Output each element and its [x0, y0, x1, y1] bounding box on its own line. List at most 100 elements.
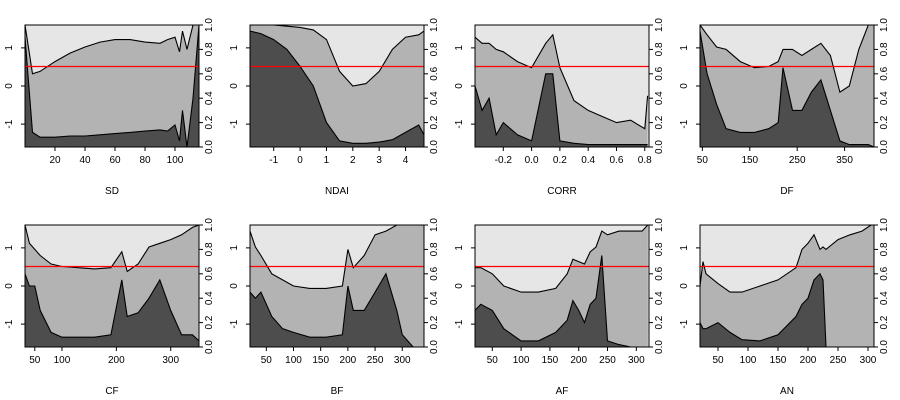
right-tick-label: 0.6: [204, 266, 215, 280]
middle-area: [25, 25, 199, 147]
right-tick-label: 0.8: [429, 242, 440, 256]
left-tick-label: 0: [4, 283, 15, 289]
lower-area: [25, 25, 199, 147]
left-tick-label: 1: [454, 45, 465, 51]
panel-an: 50 100 150 200 250 300 AN -1 0 1 0.0 0.2 0.4 0.6 0.8 1.…: [679, 218, 890, 397]
x-axis-label: AN: [780, 386, 794, 397]
right-tick-label: 1.0: [879, 18, 890, 32]
right-tick-label: 0.2: [204, 315, 215, 329]
x-tick-label: 100: [285, 355, 302, 366]
left-tick-label: -1: [679, 319, 690, 328]
right-tick-label: 0.0: [204, 140, 215, 154]
x-tick-label: 300: [860, 355, 877, 366]
middle-area: [475, 34, 648, 147]
right-tick-label: 0.6: [879, 266, 890, 280]
right-tick-label: 0.8: [879, 42, 890, 56]
left-tick-label: 1: [4, 245, 15, 251]
x-tick-label: 200: [340, 355, 357, 366]
panel-df: 50 150 250 350 DF -1 0 1 0.0 0.2 0.4 0.6 0.8 1.0: [679, 18, 890, 197]
right-tick-label: 0.4: [429, 291, 440, 305]
panel-cf: 50 100 200 300 CF -1 0 1 0.0 0.2 0.4 0.6 0.8 1.0: [4, 218, 215, 397]
upper-curve: [24, 24, 199, 75]
right-tick-label: 0.8: [879, 242, 890, 256]
right-tick-label: 1.0: [654, 218, 665, 232]
left-tick-label: -1: [229, 119, 240, 128]
lower-curve: [474, 255, 648, 348]
x-tick-label: 0.8: [638, 155, 652, 166]
lower-area: [250, 31, 424, 148]
right-tick-label: 0.0: [429, 340, 440, 354]
right-tick-label: 0.0: [429, 140, 440, 154]
x-tick-label: 50: [261, 355, 273, 366]
right-tick-label: 0.2: [204, 115, 215, 129]
x-tick-label: 150: [542, 355, 559, 366]
x-tick-label: 60: [109, 155, 121, 166]
lower-area: [475, 73, 648, 147]
x-tick-label: 300: [628, 355, 645, 366]
x-tick-label: 0.6: [610, 155, 624, 166]
right-tick-label: 1.0: [429, 218, 440, 232]
panel-corr: -0.2 0.0 0.2 0.4 0.6 0.8 CORR -1 0 1 0.0 0.2 0.4 0.6 0…: [454, 18, 665, 197]
left-tick-label: 0: [229, 83, 240, 89]
x-tick-label: 300: [394, 355, 411, 366]
x-tick-label: 3: [376, 155, 382, 166]
right-tick-label: 0.0: [654, 140, 665, 154]
left-tick-label: 1: [454, 245, 465, 251]
x-tick-label: 80: [139, 155, 151, 166]
right-tick-label: 1.0: [204, 18, 215, 32]
x-tick-label: 1: [324, 155, 330, 166]
right-tick-label: 0.8: [204, 242, 215, 256]
x-tick-label: 250: [830, 355, 847, 366]
x-tick-label: 250: [599, 355, 616, 366]
left-tick-label: -1: [229, 319, 240, 328]
panel-bf: 50 100 150 200 250 300 BF -1 0 1 0.0 0.2 0.4 0.6 0.8 1.…: [229, 218, 440, 397]
right-tick-label: 0.6: [654, 66, 665, 80]
x-axis-label: BF: [331, 386, 344, 397]
left-tick-label: -1: [454, 319, 465, 328]
left-tick-label: 1: [229, 245, 240, 251]
lower-curve: [249, 272, 424, 348]
lower-curve: [24, 24, 200, 148]
right-tick-label: 0.0: [879, 140, 890, 154]
right-tick-label: 0.4: [204, 291, 215, 305]
x-tick-label: 100: [167, 155, 184, 166]
right-tick-label: 0.8: [654, 242, 665, 256]
right-tick-label: 0.8: [654, 42, 665, 56]
right-tick-label: 0.6: [204, 66, 215, 80]
x-tick-label: -1: [269, 155, 278, 166]
right-tick-label: 0.2: [429, 315, 440, 329]
right-tick-label: 0.2: [654, 315, 665, 329]
x-tick-label: 40: [79, 155, 91, 166]
x-tick-label: 100: [513, 355, 530, 366]
right-tick-label: 0.4: [879, 291, 890, 305]
x-tick-label: 150: [770, 355, 787, 366]
x-tick-label: 20: [49, 155, 61, 166]
right-tick-label: 0.0: [204, 340, 215, 354]
right-tick-label: 0.2: [654, 115, 665, 129]
lower-area: [475, 255, 648, 347]
upper-curve: [474, 33, 649, 130]
x-axis-label: SD: [105, 186, 119, 197]
right-tick-label: 0.2: [879, 315, 890, 329]
lower-area: [250, 273, 424, 347]
x-axis-label: CF: [105, 386, 118, 397]
left-tick-label: -1: [4, 119, 15, 128]
x-tick-label: 200: [800, 355, 817, 366]
x-tick-label: 150: [741, 155, 758, 166]
left-tick-label: 0: [454, 83, 465, 89]
lower-area: [700, 31, 874, 148]
left-tick-label: -1: [4, 319, 15, 328]
left-tick-label: 0: [229, 283, 240, 289]
right-tick-label: 0.0: [879, 340, 890, 354]
panel-sd: 20 40 60 80 100 SD -1 0 1 0.0 0.2 0.4 0.6 0.8 1.0: [4, 18, 215, 197]
right-tick-label: 0.4: [204, 91, 215, 105]
x-tick-label: 250: [367, 355, 384, 366]
x-tick-label: 200: [108, 355, 125, 366]
left-tick-label: 0: [4, 83, 15, 89]
x-tick-label: 50: [29, 355, 41, 366]
left-tick-label: 0: [679, 283, 690, 289]
left-tick-label: 1: [229, 45, 240, 51]
left-tick-label: -1: [679, 119, 690, 128]
x-axis-label: AF: [556, 386, 569, 397]
x-tick-label: 350: [836, 155, 853, 166]
